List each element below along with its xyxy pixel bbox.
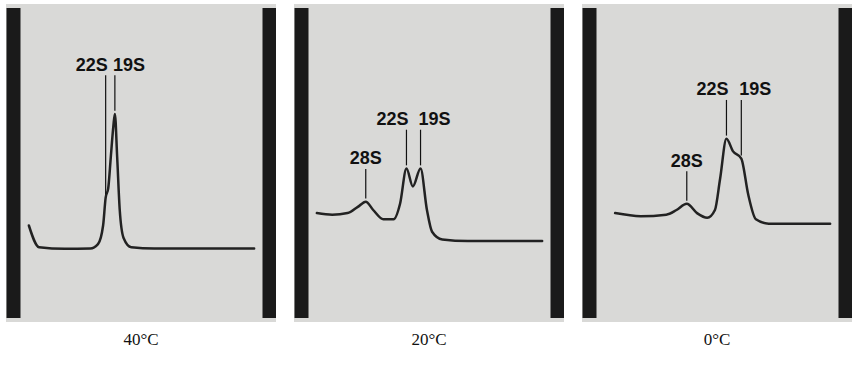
html-text:0°C: 0°C bbox=[703, 330, 731, 349]
svg-text:19S: 19S bbox=[113, 55, 145, 75]
svg-text:28S: 28S bbox=[671, 151, 703, 171]
svg-text:22S: 22S bbox=[376, 109, 408, 129]
svg-text:22S: 22S bbox=[696, 79, 728, 99]
html-text:20°C: 20°C bbox=[411, 330, 447, 349]
svg-text:19S: 19S bbox=[739, 79, 771, 99]
svg-text:19S: 19S bbox=[419, 109, 451, 129]
html-text:40°C: 40°C bbox=[123, 330, 159, 349]
svg-text:22S: 22S bbox=[76, 55, 108, 75]
svg-text:28S: 28S bbox=[350, 148, 382, 168]
